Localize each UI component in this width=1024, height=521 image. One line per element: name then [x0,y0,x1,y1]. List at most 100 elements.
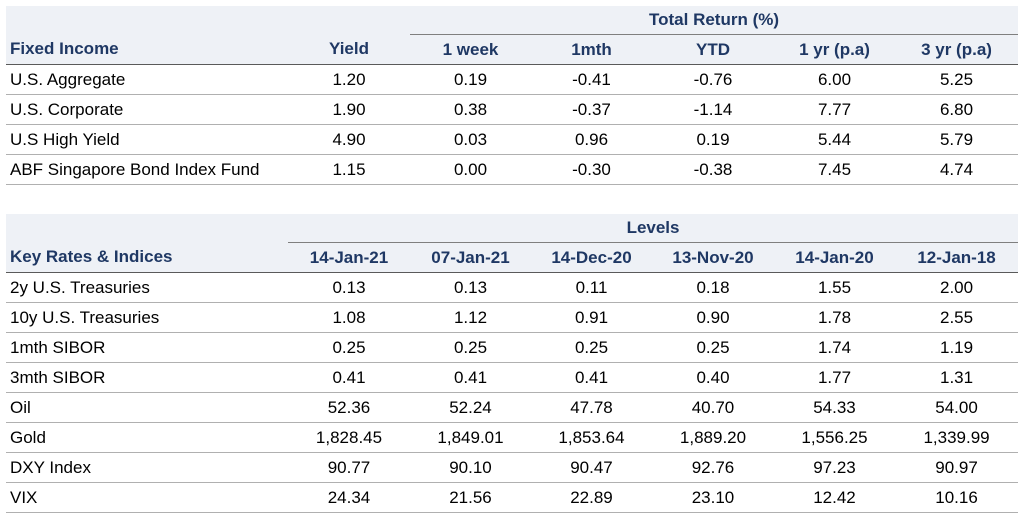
table-cell: 0.25 [288,332,410,363]
table-cell: 40.70 [652,392,774,423]
table-cell: 1,853.64 [531,422,652,453]
key-rates-body: 2y U.S. Treasuries 0.13 0.13 0.11 0.18 1.55 2.… [6,272,1019,513]
row-label: U.S High Yield [6,124,288,155]
column-header: 1 yr (p.a) [774,34,895,65]
table-cell: 1.08 [288,302,410,333]
column-header: Yield [288,34,410,65]
table-cell: 0.18 [652,272,774,303]
column-header: YTD [652,34,774,65]
table-cell: 1.15 [288,154,410,185]
table-cell: 0.25 [652,332,774,363]
fixed-income-group-header: Total Return (%) [6,6,1019,35]
table-cell: 47.78 [531,392,652,423]
table-cell: 22.89 [531,482,652,513]
column-header: 13-Nov-20 [652,242,774,273]
table-cell: 90.77 [288,452,410,483]
column-header: 14-Jan-20 [774,242,895,273]
row-label: U.S. Aggregate [6,64,288,95]
row-label: 10y U.S. Treasuries [6,302,288,333]
row-label: Oil [6,392,288,423]
table-row: 3mth SIBOR 0.41 0.41 0.41 0.40 1.77 1.31 [6,362,1019,393]
row-label: DXY Index [6,452,288,483]
table-cell: 6.80 [895,94,1019,125]
table-cell: 1.74 [774,332,895,363]
table-cell: 0.19 [410,64,531,95]
table-cell: 90.97 [895,452,1019,483]
table-cell: 90.47 [531,452,652,483]
table-cell: 97.23 [774,452,895,483]
table-cell: 5.25 [895,64,1019,95]
table-cell: -0.37 [531,94,652,125]
table-row: VIX 24.34 21.56 22.89 23.10 12.42 10.16 [6,482,1019,513]
table-cell: -0.76 [652,64,774,95]
table-row: U.S. Corporate 1.90 0.38 -0.37 -1.14 7.77 6.80 [6,94,1019,125]
table-cell: 54.33 [774,392,895,423]
key-rates-column-headers: Key Rates & Indices 14-Jan-21 07-Jan-21 … [6,242,1019,273]
table-cell: 1.19 [895,332,1019,363]
table-row: 10y U.S. Treasuries 1.08 1.12 0.91 0.90 1.78 2… [6,302,1019,333]
table-cell: 1.90 [288,94,410,125]
table-cell: -0.30 [531,154,652,185]
table-cell: 0.40 [652,362,774,393]
table-cell: 4.90 [288,124,410,155]
table-cell: 92.76 [652,452,774,483]
column-header: 14-Jan-21 [288,242,410,273]
table-cell: 0.41 [288,362,410,393]
table-row: Oil 52.36 52.24 47.78 40.70 54.33 54.00 [6,392,1019,423]
table-cell: 5.79 [895,124,1019,155]
table-cell: 4.74 [895,154,1019,185]
table-row: U.S. Aggregate 1.20 0.19 -0.41 -0.76 6.00 5.25 [6,64,1019,95]
table-cell: 23.10 [652,482,774,513]
table-row: DXY Index 90.77 90.10 90.47 92.76 97.23 90.97 [6,452,1019,483]
table-cell: 2.00 [895,272,1019,303]
table-cell: 6.00 [774,64,895,95]
table-cell: 10.16 [895,482,1019,513]
row-label: 2y U.S. Treasuries [6,272,288,303]
table-cell: 0.96 [531,124,652,155]
table-cell: 1.55 [774,272,895,303]
table-cell: 0.03 [410,124,531,155]
table-cell: 90.10 [410,452,531,483]
column-header: 12-Jan-18 [895,242,1019,273]
table-cell: 1,849.01 [410,422,531,453]
column-header: 07-Jan-21 [410,242,531,273]
column-header: 1mth [531,34,652,65]
table-cell: 52.36 [288,392,410,423]
column-header: 3 yr (p.a) [895,34,1019,65]
table-cell: 1.31 [895,362,1019,393]
table-cell: 24.34 [288,482,410,513]
row-label: 1mth SIBOR [6,332,288,363]
table-cell: 1,556.25 [774,422,895,453]
table-cell: 0.41 [531,362,652,393]
column-header: 14-Dec-20 [531,242,652,273]
table-cell: 54.00 [895,392,1019,423]
table-cell: 0.25 [531,332,652,363]
table-cell: 2.55 [895,302,1019,333]
table-cell: 0.90 [652,302,774,333]
table-row: 2y U.S. Treasuries 0.13 0.13 0.11 0.18 1.55 2.… [6,272,1019,303]
row-label: ABF Singapore Bond Index Fund [6,154,288,185]
fixed-income-column-headers: Fixed Income Yield 1 week 1mth YTD 1 yr … [6,34,1019,65]
table-cell: 1,828.45 [288,422,410,453]
table-cell: 0.13 [410,272,531,303]
fixed-income-body: U.S. Aggregate 1.20 0.19 -0.41 -0.76 6.00 5.25… [6,64,1019,185]
table-cell: 0.41 [410,362,531,393]
table-cell: 12.42 [774,482,895,513]
table-cell: 0.25 [410,332,531,363]
key-rates-group-header: Levels [6,214,1019,243]
column-header: 1 week [410,34,531,65]
fixed-income-table: Total Return (%) Fixed Income Yield 1 we… [6,6,1019,185]
table-cell: 0.11 [531,272,652,303]
table-row: 1mth SIBOR 0.25 0.25 0.25 0.25 1.74 1.19 [6,332,1019,363]
row-label: U.S. Corporate [6,94,288,125]
table-row: Gold 1,828.45 1,849.01 1,853.64 1,889.20 1,55… [6,422,1019,453]
row-label: Gold [6,422,288,453]
table-row: U.S High Yield 4.90 0.03 0.96 0.19 5.44 5.79 [6,124,1019,155]
key-rates-table: Levels Key Rates & Indices 14-Jan-21 07-… [6,214,1019,513]
table-cell: 1.77 [774,362,895,393]
row-label: VIX [6,482,288,513]
table-cell: 52.24 [410,392,531,423]
table-cell: -1.14 [652,94,774,125]
levels-title: Levels [288,214,1019,243]
table-cell: 0.13 [288,272,410,303]
